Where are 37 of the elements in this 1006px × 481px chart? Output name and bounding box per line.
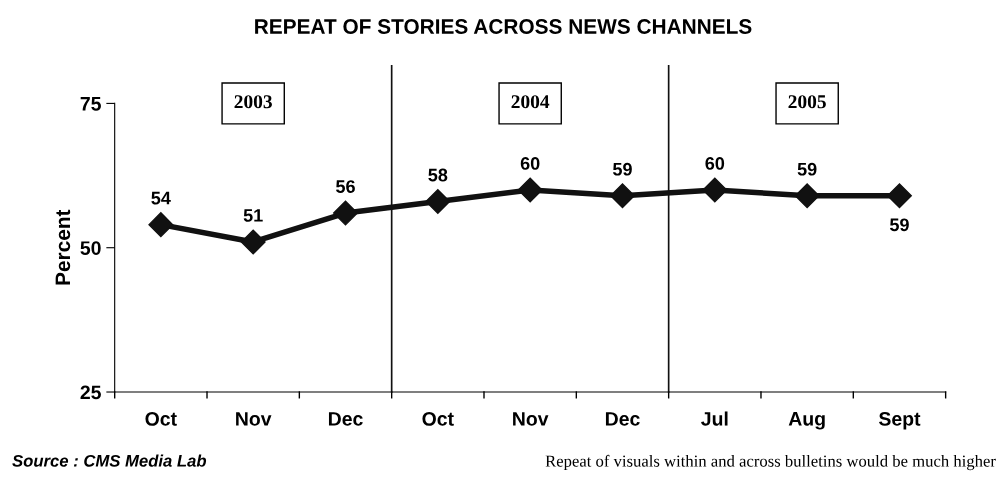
point bbox=[148, 212, 174, 238]
data-label: 58 bbox=[428, 168, 448, 182]
annotation: 2005 bbox=[788, 95, 826, 109]
x-tick-label: Nov bbox=[513, 412, 549, 426]
point bbox=[240, 229, 266, 255]
data-label: 51 bbox=[243, 209, 263, 222]
chart-title: REPEAT OF STORIES ACROSS NEWS CHANNELS bbox=[255, 19, 752, 34]
y-axis-title: Percent bbox=[55, 209, 71, 285]
x-tick-label: Dec bbox=[605, 412, 640, 426]
x-tick-label: Oct bbox=[145, 411, 177, 426]
data-label: 56 bbox=[336, 180, 355, 193]
annotation: 2004 bbox=[511, 95, 550, 109]
point bbox=[886, 183, 912, 209]
x-tick-label: Oct bbox=[422, 411, 454, 426]
x-tick-label: Jul bbox=[701, 411, 728, 426]
data-label: 54 bbox=[151, 191, 171, 205]
data-label: 60 bbox=[520, 157, 540, 170]
x-tick-label: Sept bbox=[878, 411, 921, 430]
x-tick-label: Dec bbox=[328, 412, 363, 426]
y-tick-label: 25 bbox=[80, 385, 101, 400]
annotation: 2003 bbox=[234, 95, 272, 109]
point bbox=[333, 200, 358, 226]
data-label: 59 bbox=[613, 162, 632, 176]
data-label: 59 bbox=[889, 218, 909, 232]
point bbox=[425, 189, 451, 215]
point bbox=[610, 183, 635, 209]
point bbox=[702, 177, 728, 203]
data-label: 59 bbox=[797, 162, 817, 176]
text: Repeat of visuals within and across bulletins would be much higher bbox=[545, 454, 996, 471]
x-tick-label: Aug bbox=[788, 412, 825, 430]
data-label: 60 bbox=[705, 157, 725, 170]
point bbox=[517, 177, 543, 203]
x-tick-label: Nov bbox=[236, 412, 272, 426]
y-tick-label: 75 bbox=[80, 97, 101, 111]
source-note: Source : CMS Media Lab bbox=[12, 454, 207, 467]
point bbox=[794, 183, 820, 209]
y-tick-label: 50 bbox=[80, 241, 101, 255]
